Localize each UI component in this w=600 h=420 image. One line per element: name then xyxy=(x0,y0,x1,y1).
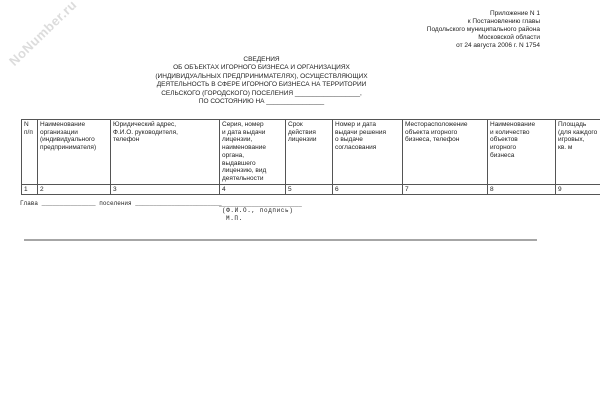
header-cell-approval: Номер и дата выдачи решения о выдаче сог… xyxy=(332,119,403,185)
column-number: 5 xyxy=(285,183,333,196)
register-table: N п/п Наименование организации (индивиду… xyxy=(21,119,600,196)
horizontal-divider xyxy=(24,239,537,241)
column-number-row: 1 2 3 4 5 6 7 8 9 xyxy=(21,183,600,196)
title-line: ОБ ОБЪЕКТАХ ИГОРНОГО БИЗНЕСА И ОРГАНИЗАЦ… xyxy=(173,64,350,72)
signature-line: Глава _______________ поселения ________… xyxy=(20,200,222,207)
annex-header-line: к Постановлению главы xyxy=(467,18,540,25)
document-title: СВЕДЕНИЯ ОБ ОБЪЕКТАХ ИГОРНОГО БИЗНЕСА И … xyxy=(20,56,503,106)
title-line: СВЕДЕНИЯ xyxy=(243,56,280,63)
column-number: 6 xyxy=(332,183,403,196)
seal-mark: М.П. xyxy=(226,215,243,222)
title-line: ПО СОСТОЯНИЮ НА ________________ xyxy=(198,98,325,106)
header-cell-license: Серия, номер и дата выдачи лицензии, наи… xyxy=(219,119,286,185)
column-number: 8 xyxy=(487,183,556,196)
annex-header-line: Подольского муниципального района xyxy=(426,26,540,33)
signature-blank: _______________________ xyxy=(219,201,302,208)
title-line: СЕЛЬСКОГО (ГОРОДСКОГО) ПОСЕЛЕНИЯ _______… xyxy=(161,89,362,97)
annex-header-line: от 24 августа 2006 г. N 1754 xyxy=(456,42,540,49)
column-number: 3 xyxy=(110,183,220,196)
annex-header-line: Приложение N 1 xyxy=(489,10,540,17)
table-header-row: N п/п Наименование организации (индивиду… xyxy=(21,119,600,185)
annex-header-line: Московской области xyxy=(478,34,540,41)
header-cell-organization: Наименование организации (индивидуальног… xyxy=(37,119,111,185)
column-number: 9 xyxy=(555,183,600,196)
header-cell-objects: Наименование и количество объектов игорн… xyxy=(487,119,556,185)
header-cell-area: Площадь (для каждого игровых, кв. м xyxy=(555,119,600,185)
header-cell-address: Юридический адрес, Ф.И.О. руководителя, … xyxy=(110,119,220,185)
title-line: ДЕЯТЕЛЬНОСТЬ В СФЕРЕ ИГОРНОГО БИЗНЕСА НА… xyxy=(156,81,367,89)
signature-caption: (Ф.И.О., подпись) xyxy=(222,207,294,214)
column-number: 1 xyxy=(21,183,38,196)
column-number: 2 xyxy=(37,183,111,196)
header-cell-license-term: Срок действия лицензии xyxy=(285,119,333,185)
header-cell-npp: N п/п xyxy=(21,119,38,185)
title-line: (ИНДИВИДУАЛЬНЫХ ПРЕДПРИНИМАТЕЛЯХ), ОСУЩЕ… xyxy=(155,72,368,80)
column-number: 4 xyxy=(219,183,286,196)
annex-header: Приложение N 1 к Постановлению главы Под… xyxy=(427,10,540,50)
column-number: 7 xyxy=(402,183,488,196)
header-cell-location: Месторасположение объекта игорного бизне… xyxy=(402,119,488,185)
